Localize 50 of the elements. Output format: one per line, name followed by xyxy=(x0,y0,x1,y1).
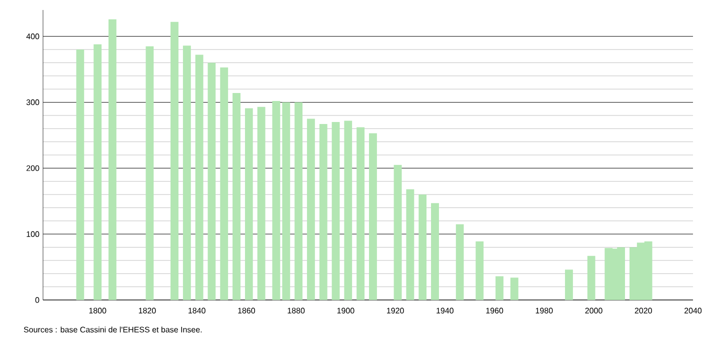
bar xyxy=(306,118,315,300)
bar xyxy=(431,203,439,300)
source-note: Sources : base Cassini de l'EHESS et base Insee. xyxy=(24,326,202,332)
bar xyxy=(587,256,596,300)
bar xyxy=(394,164,402,300)
bar xyxy=(294,102,303,300)
x-tick-label: 2040 xyxy=(684,308,702,314)
bar xyxy=(146,46,154,300)
bar xyxy=(94,44,102,300)
y-tick-label: 100 xyxy=(26,231,40,237)
bar xyxy=(510,278,518,300)
bar xyxy=(368,133,377,300)
x-tick-label: 1980 xyxy=(536,308,553,314)
x-tick-label: 1820 xyxy=(138,308,156,314)
bar xyxy=(195,54,204,300)
x-tick-label: 1900 xyxy=(337,308,354,314)
y-tick-label: 400 xyxy=(26,34,40,40)
x-tick-label: 1860 xyxy=(238,308,256,314)
x-tick-label: 2020 xyxy=(634,308,652,314)
bar xyxy=(344,120,352,300)
x-tick-label: 1920 xyxy=(387,308,404,314)
bar xyxy=(418,194,427,300)
bar xyxy=(208,62,216,300)
bar xyxy=(456,224,464,300)
x-tick-label: 1880 xyxy=(288,308,305,314)
x-tick-label: 2000 xyxy=(585,308,602,314)
bar xyxy=(356,127,365,300)
bar xyxy=(182,46,191,300)
bar xyxy=(220,67,228,300)
bar xyxy=(257,106,266,300)
y-tick-label: 200 xyxy=(26,165,40,172)
x-tick-label: 1960 xyxy=(486,308,504,314)
bar xyxy=(272,100,280,300)
bar xyxy=(476,241,484,300)
bar xyxy=(496,276,504,300)
x-tick-label: 1800 xyxy=(89,308,106,314)
bar xyxy=(332,122,340,300)
x-tick-label: 1840 xyxy=(188,308,206,314)
bar xyxy=(76,50,84,300)
bar xyxy=(244,108,253,300)
bar xyxy=(170,22,178,300)
y-tick-label: 0 xyxy=(35,297,40,303)
x-tick-label: 1940 xyxy=(436,308,454,314)
y-tick-label: 300 xyxy=(26,99,40,106)
bar xyxy=(282,102,290,300)
bar xyxy=(232,93,240,300)
bar xyxy=(108,19,116,300)
bar xyxy=(406,189,414,300)
bar xyxy=(564,270,573,300)
bar xyxy=(319,124,328,300)
